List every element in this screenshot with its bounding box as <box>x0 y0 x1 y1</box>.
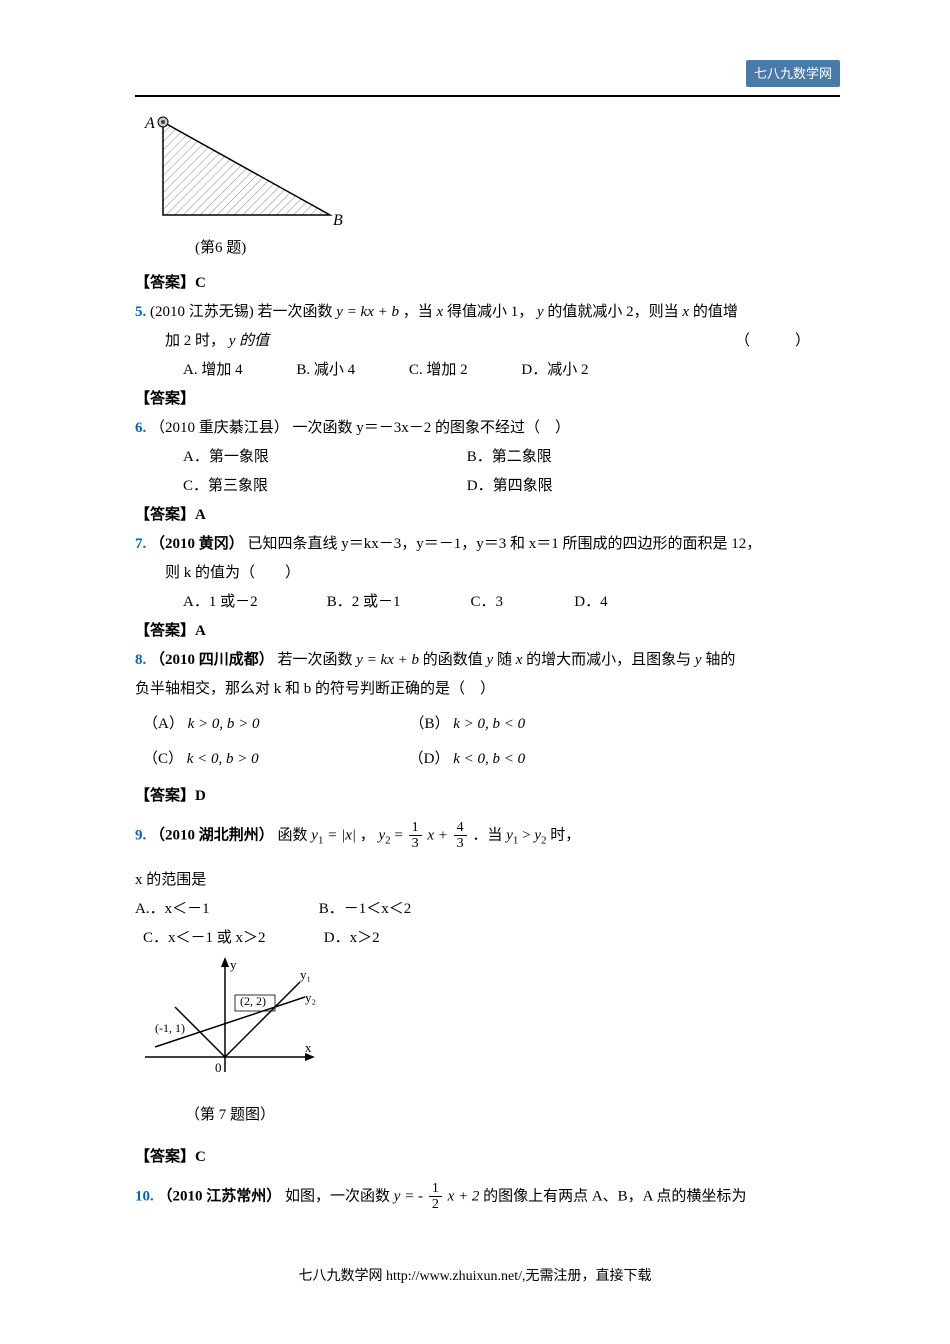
q9-opt-a: A.．x＜－1 <box>135 896 315 923</box>
vertex-a-label: A <box>144 115 155 132</box>
vertex-b-label: B <box>333 212 343 229</box>
svg-text:y₂: y₂ <box>305 990 316 1005</box>
q6-options-row2: C．第三象限 D．第四象限 <box>135 473 840 500</box>
q6-opt-a: A．第一象限 <box>183 444 463 471</box>
q6-answer: 【答案】A <box>135 502 840 529</box>
svg-text:(-1, 1): (-1, 1) <box>155 1021 185 1035</box>
q6-number: 6. <box>135 420 146 436</box>
q8-opt-b: （B） k > 0, b < 0 <box>410 711 526 738</box>
q8-opt-a: （A） k > 0, b > 0 <box>143 711 260 738</box>
logo-text: 七八九数学网 <box>754 66 832 81</box>
q7-opt-d: D．4 <box>574 594 607 610</box>
q6-line1: 6. （2010 重庆綦江县） 一次函数 y＝－3x－2 的图象不经过（ ） <box>135 415 840 442</box>
q4-answer: 【答案】C <box>135 270 840 297</box>
svg-text:x: x <box>305 1040 312 1055</box>
q9-opt-d: D．x＞2 <box>324 930 380 946</box>
q9-opt-c: C．x＜－1 或 x＞2 <box>135 925 320 952</box>
q7-opt-c: C．3 <box>471 589 571 616</box>
q8-options-row1: （A） k > 0, b > 0 （B） k > 0, b < 0 <box>135 711 840 738</box>
q5-options: A. 增加 4 B. 减小 4 C. 增加 2 D．减小 2 <box>135 357 840 384</box>
q8-number: 8. <box>135 652 146 668</box>
q6-opt-b: B．第二象限 <box>467 449 552 465</box>
q9-answer: 【答案】C <box>135 1144 840 1171</box>
q5-opt-b: B. 减小 4 <box>296 357 355 384</box>
q6-options-row1: A．第一象限 B．第二象限 <box>135 444 840 471</box>
q5-opt-d: D．减小 2 <box>521 357 588 384</box>
q7-opt-b: B．2 或－1 <box>327 589 467 616</box>
q8-opt-c: （C） k < 0, b > 0 <box>143 746 259 773</box>
q6-opt-c: C．第三象限 <box>183 473 463 500</box>
graph-figure: y y₁ y₂ x 0 (-1, 1) (2, 2) <box>135 957 840 1097</box>
site-logo: 七八九数学网 <box>746 60 840 87</box>
q9-options-row1: A.．x＜－1 B．－1＜x＜2 <box>135 896 840 923</box>
fraction-icon: 1 3 <box>409 820 422 852</box>
q8-line1: 8. （2010 四川成都） 若一次函数 y = kx + b 的函数值 y 随… <box>135 647 840 674</box>
q7-answer: 【答案】A <box>135 618 840 645</box>
q5-line2: 加 2 时， y 的值 （ ） <box>135 328 840 355</box>
q5-answer: 【答案】 <box>135 386 840 413</box>
q5-opt-c: C. 增加 2 <box>409 357 468 384</box>
q5-number: 5. <box>135 304 146 320</box>
svg-text:(2, 2): (2, 2) <box>240 994 266 1008</box>
q9-number: 9. <box>135 827 146 843</box>
q7-line2: 则 k 的值为（ ） <box>135 560 840 587</box>
header-divider <box>135 95 840 97</box>
triangle-figure: A B <box>135 110 840 230</box>
figure-caption-7: （第 7 题图） <box>185 1102 840 1129</box>
q9-opt-b: B．－1＜x＜2 <box>319 901 412 917</box>
q10-number: 10. <box>135 1188 154 1204</box>
svg-text:0: 0 <box>215 1060 222 1075</box>
q5-opt-a: A. 增加 4 <box>183 357 243 384</box>
q8-line2: 负半轴相交，那么对 k 和 b 的符号判断正确的是（ ） <box>135 676 840 703</box>
page-content: A B (第6 题) 【答案】C 5. (2010 江苏无锡) 若一次函数 y … <box>135 110 840 1215</box>
q9-options-row2: C．x＜－1 或 x＞2 D．x＞2 <box>135 925 840 952</box>
q7-opt-a: A．1 或－2 <box>183 589 323 616</box>
q7-line1: 7. （2010 黄冈） 已知四条直线 y＝kx－3，y＝－1，y＝3 和 x＝… <box>135 531 840 558</box>
q7-options: A．1 或－2 B．2 或－1 C．3 D．4 <box>135 589 840 616</box>
q8-options-row2: （C） k < 0, b > 0 （D） k < 0, b < 0 <box>135 746 840 773</box>
page-footer: 七八九数学网 http://www.zhuixun.net/,无需注册，直接下载 <box>0 1264 950 1289</box>
q8-answer: 【答案】D <box>135 783 840 810</box>
q7-number: 7. <box>135 536 146 552</box>
graph-svg: y y₁ y₂ x 0 (-1, 1) (2, 2) <box>135 957 335 1087</box>
q9-line1: 9. （2010 湖北荆州） 函数 y1 = |x| ， y2 = 1 3 x … <box>135 820 840 852</box>
svg-text:y: y <box>230 957 237 972</box>
q10-line1: 10. （2010 江苏常州） 如图，一次函数 y = - 1 2 x + 2 … <box>135 1181 840 1213</box>
fraction-icon: 4 3 <box>454 820 467 852</box>
q9-line2: x 的范围是 <box>135 867 840 894</box>
figure-caption-6: (第6 题) <box>195 235 840 262</box>
q6-opt-d: D．第四象限 <box>467 478 553 494</box>
triangle-svg: A B <box>135 110 345 230</box>
fraction-icon: 1 2 <box>429 1181 442 1213</box>
q8-opt-d: （D） k < 0, b < 0 <box>409 746 526 773</box>
svg-text:y₁: y₁ <box>300 967 311 982</box>
q5-line1: 5. (2010 江苏无锡) 若一次函数 y = kx + b ，当 x 得值减… <box>135 299 840 326</box>
